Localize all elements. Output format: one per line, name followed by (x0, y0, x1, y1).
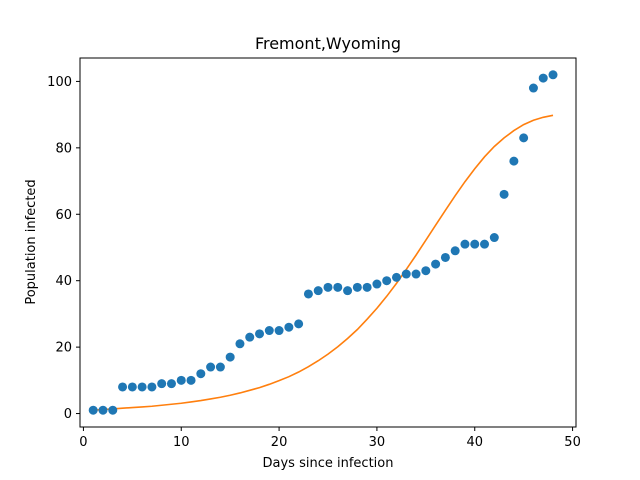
data-point (470, 239, 480, 249)
data-point (88, 405, 98, 415)
data-point (215, 362, 225, 372)
data-point (509, 156, 519, 166)
data-point (225, 352, 235, 362)
data-point (372, 279, 382, 289)
data-point (362, 282, 372, 292)
data-point (108, 405, 118, 415)
x-tick-label: 20 (271, 435, 288, 450)
data-point (333, 282, 343, 292)
data-point (548, 70, 558, 80)
data-point (343, 286, 353, 296)
data-point (352, 282, 362, 292)
data-point (303, 289, 313, 299)
data-point (460, 239, 470, 249)
x-tick-label: 10 (173, 435, 190, 450)
data-point (137, 382, 147, 392)
data-point (284, 322, 294, 332)
x-tick-label: 0 (79, 435, 87, 450)
data-point (294, 319, 304, 329)
y-axis: 0 20 40 60 80 100 (47, 75, 80, 422)
data-point (450, 246, 460, 256)
data-point (480, 239, 490, 249)
y-tick-label: 80 (55, 141, 72, 156)
x-tick-label: 30 (369, 435, 386, 450)
data-point (274, 326, 284, 336)
plot-area (88, 70, 558, 415)
data-point (528, 83, 538, 93)
data-point (401, 269, 411, 279)
data-point (196, 369, 206, 379)
data-point (147, 382, 157, 392)
data-point (127, 382, 137, 392)
data-point (489, 233, 499, 243)
data-point (313, 286, 323, 296)
data-point (411, 269, 421, 279)
fit-line (93, 114, 554, 412)
data-point (264, 326, 274, 336)
x-axis-label: Days since infection (263, 456, 394, 471)
data-point (176, 375, 186, 385)
data-point (499, 189, 509, 199)
data-point (118, 382, 128, 392)
data-point (206, 362, 216, 372)
data-point (431, 259, 441, 269)
data-point (391, 272, 401, 282)
data-point (323, 282, 333, 292)
data-point (538, 73, 548, 83)
data-point (98, 405, 108, 415)
y-axis-label: Population infected (24, 179, 39, 304)
y-tick-label: 20 (55, 341, 72, 356)
y-tick-label: 100 (47, 75, 72, 90)
data-point (382, 276, 392, 286)
y-tick-label: 0 (64, 407, 72, 422)
y-tick-label: 60 (55, 208, 72, 223)
data-point (421, 266, 431, 276)
data-point (235, 339, 245, 349)
data-point (440, 252, 450, 262)
chart-title: Fremont,Wyoming (255, 34, 401, 53)
axes-frame (79, 57, 577, 428)
x-axis: 0 10 20 30 40 50 (79, 427, 581, 450)
x-tick-label: 50 (564, 435, 581, 450)
data-point (166, 379, 176, 389)
data-point (245, 332, 255, 342)
data-point (255, 329, 265, 339)
data-point (519, 133, 529, 143)
data-point (186, 375, 196, 385)
y-tick-label: 40 (55, 274, 72, 289)
x-tick-label: 40 (466, 435, 483, 450)
data-point (157, 379, 167, 389)
